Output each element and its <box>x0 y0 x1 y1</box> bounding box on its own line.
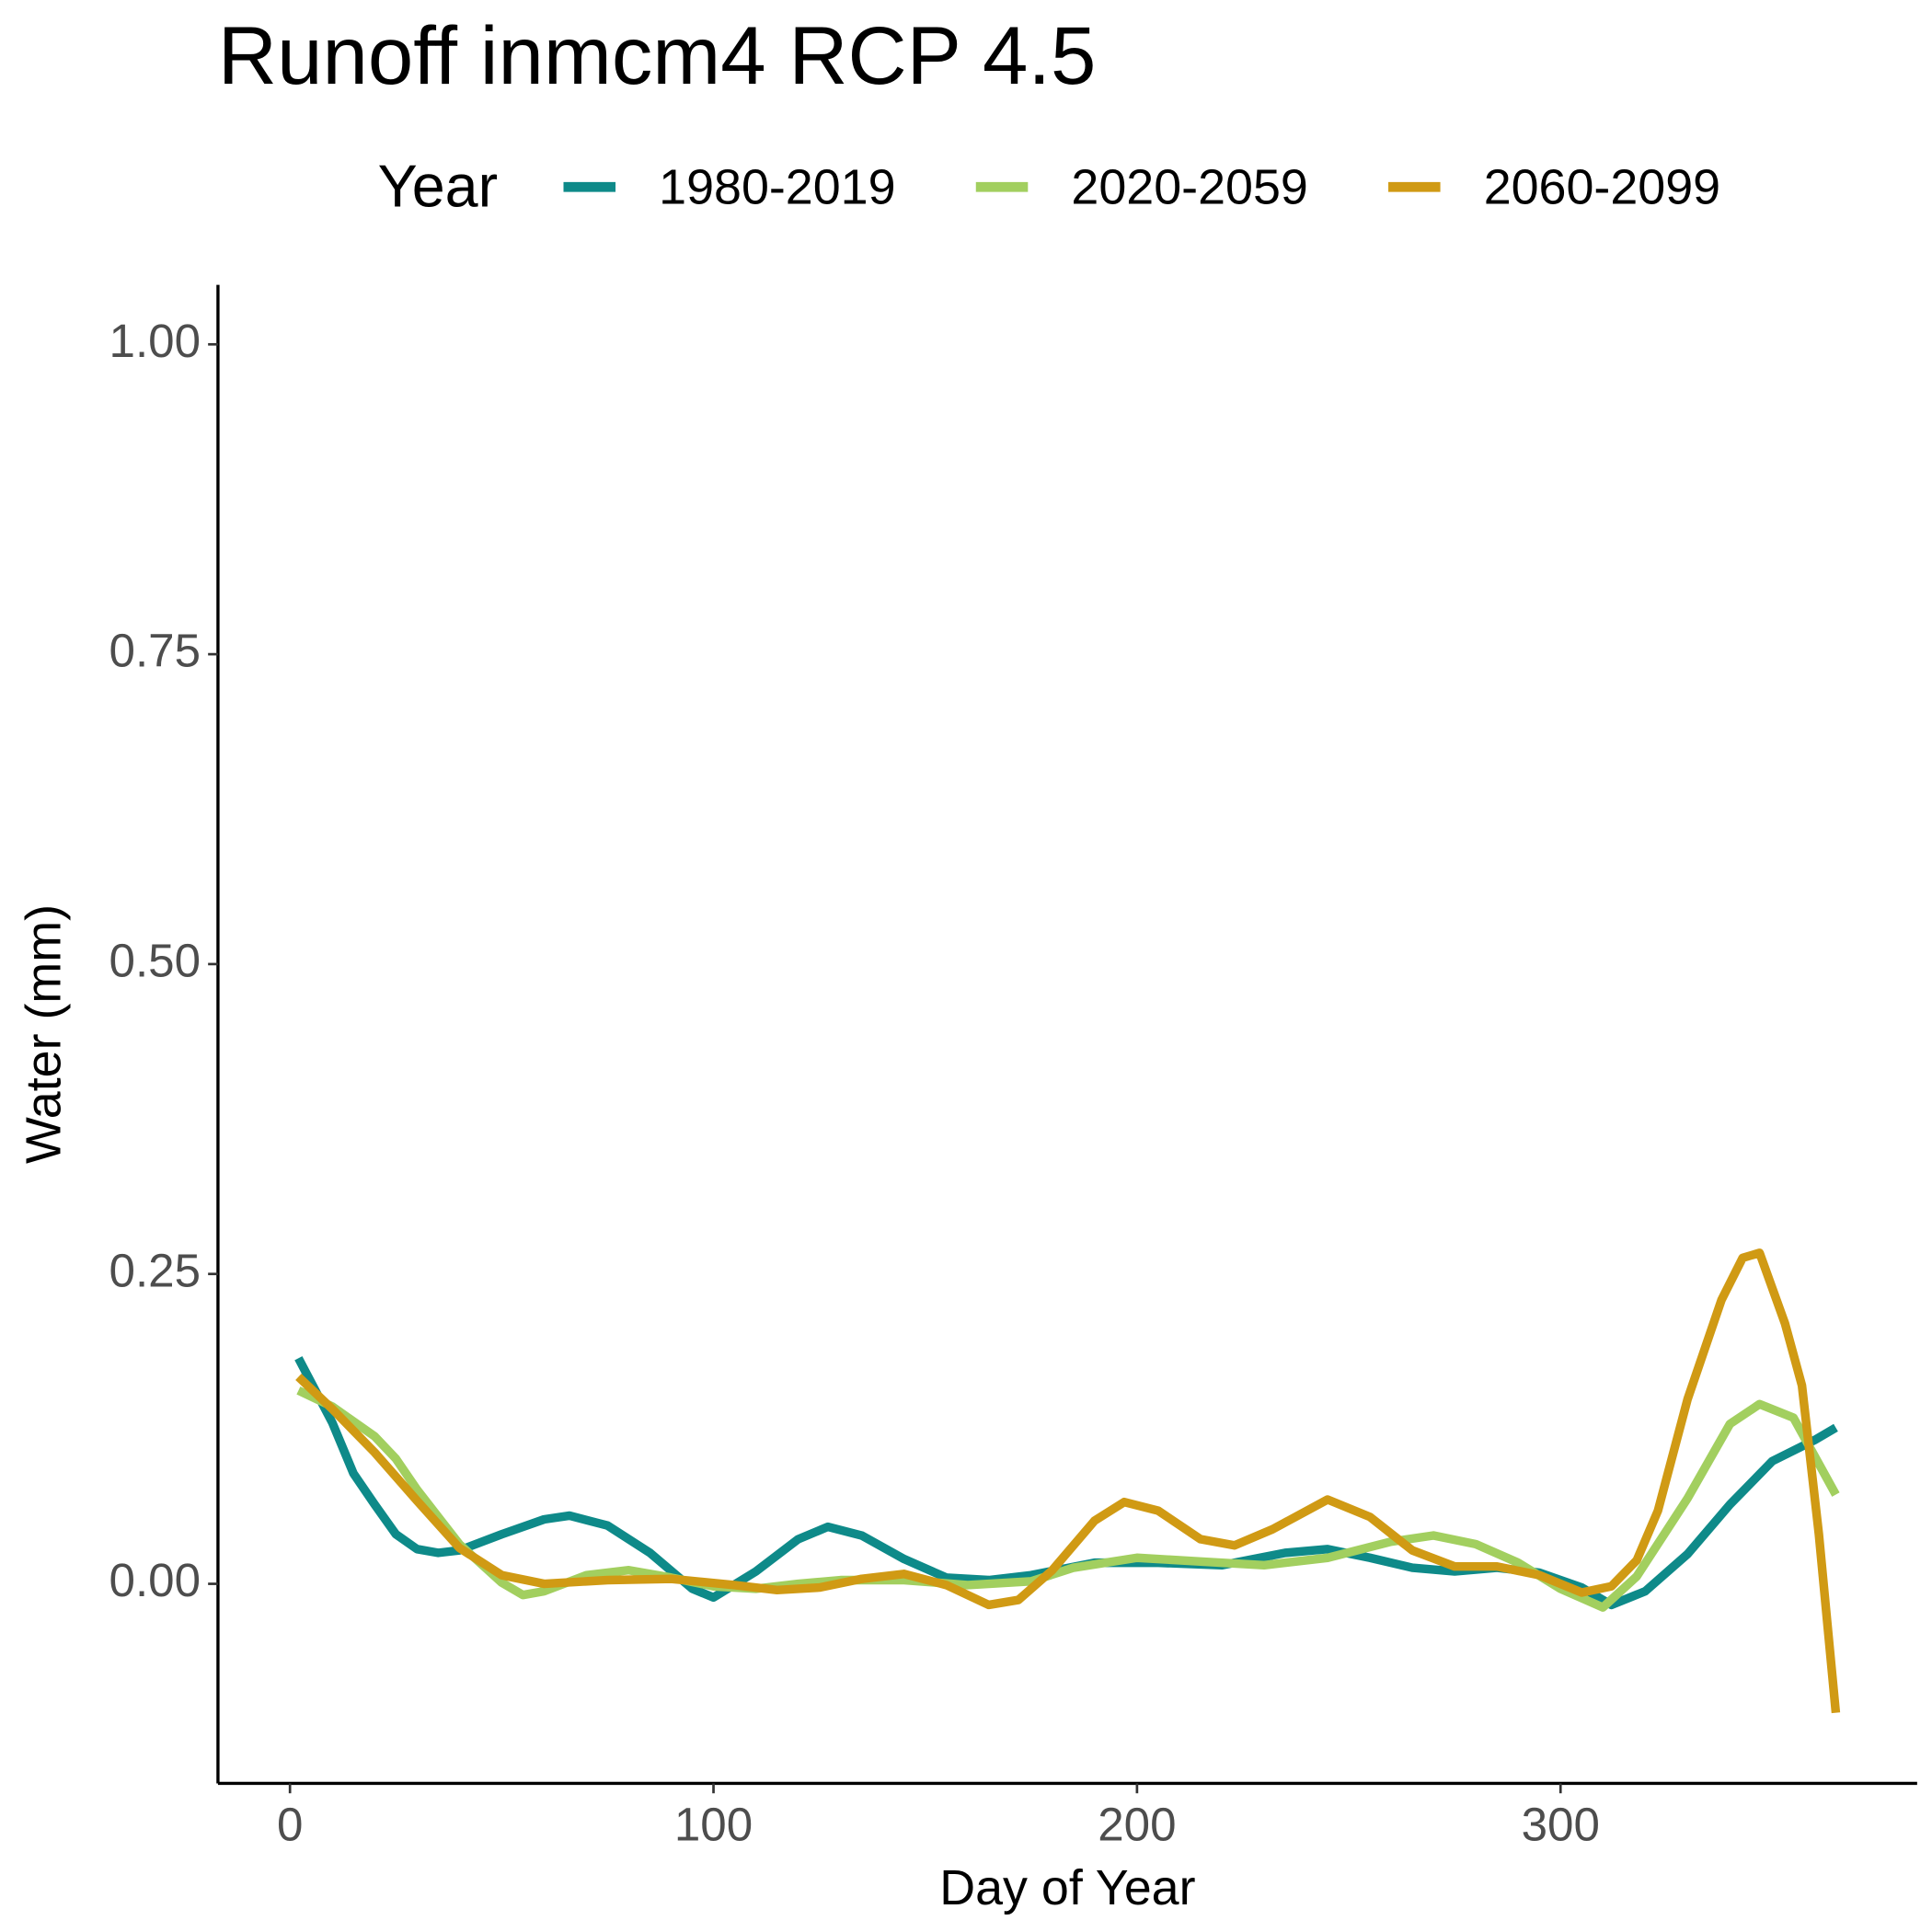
legend-label: 1980-2019 <box>659 160 895 215</box>
y-tick-label: 0.00 <box>109 1554 201 1606</box>
legend-label: 2060-2099 <box>1484 160 1720 215</box>
y-axis-label: Water (mm) <box>16 904 71 1164</box>
legend-label: 2020-2059 <box>1071 160 1307 215</box>
series-line <box>296 1386 1840 1612</box>
legend-title: Year <box>378 153 499 219</box>
y-tick-label: 0.50 <box>109 934 201 986</box>
x-axis-label: Day of Year <box>939 1860 1195 1915</box>
chart-title: Runoff inmcm4 RCP 4.5 <box>218 10 1097 101</box>
series-line <box>295 1248 1841 1714</box>
x-tick-label: 0 <box>277 1798 303 1850</box>
y-tick-label: 0.75 <box>109 625 201 677</box>
x-tick-label: 200 <box>1098 1798 1176 1850</box>
y-tick-label: 1.00 <box>109 315 201 367</box>
x-tick-label: 100 <box>674 1798 753 1850</box>
x-tick-label: 300 <box>1522 1798 1600 1850</box>
y-tick-label: 0.25 <box>109 1244 201 1296</box>
